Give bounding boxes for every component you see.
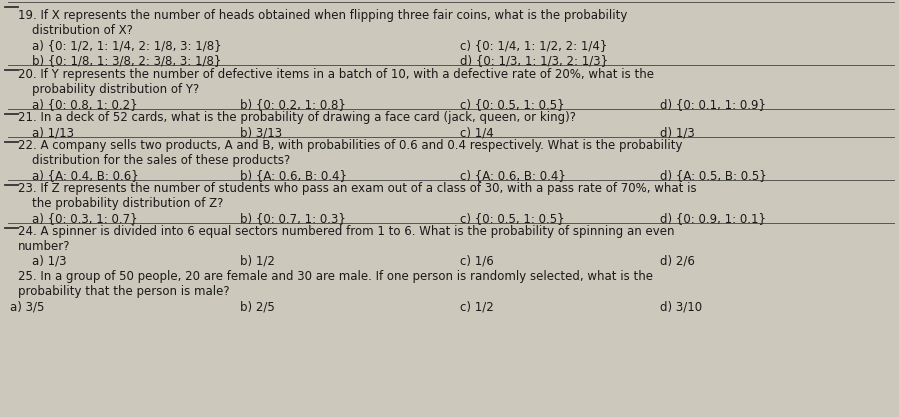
Text: 22. A company sells two products, A and B, with probabilities of 0.6 and 0.4 res: 22. A company sells two products, A and …	[18, 139, 682, 152]
Text: c) {0: 0.5, 1: 0.5}: c) {0: 0.5, 1: 0.5}	[460, 212, 565, 225]
Text: a) {0: 0.3, 1: 0.7}: a) {0: 0.3, 1: 0.7}	[32, 212, 138, 225]
Text: 21. In a deck of 52 cards, what is the probability of drawing a face card (jack,: 21. In a deck of 52 cards, what is the p…	[18, 111, 576, 124]
Text: b) 2/5: b) 2/5	[240, 300, 275, 313]
Text: d) 3/10: d) 3/10	[660, 300, 702, 313]
Text: probability that the person is male?: probability that the person is male?	[18, 285, 229, 298]
Text: 19. If X represents the number of heads obtained when flipping three fair coins,: 19. If X represents the number of heads …	[18, 9, 628, 22]
Text: 24. A spinner is divided into 6 equal sectors numbered from 1 to 6. What is the : 24. A spinner is divided into 6 equal se…	[18, 225, 674, 238]
Text: b) 1/2: b) 1/2	[240, 255, 275, 268]
Text: a) {0: 0.8, 1: 0.2}: a) {0: 0.8, 1: 0.2}	[32, 98, 138, 111]
Text: d) 1/3: d) 1/3	[660, 126, 695, 139]
Text: 23. If Z represents the number of students who pass an exam out of a class of 30: 23. If Z represents the number of studen…	[18, 182, 697, 195]
Text: c) {0: 0.5, 1: 0.5}: c) {0: 0.5, 1: 0.5}	[460, 98, 565, 111]
Text: a) 1/13: a) 1/13	[32, 126, 74, 139]
Text: a) 1/3: a) 1/3	[32, 255, 67, 268]
Text: b) {0: 0.2, 1: 0.8}: b) {0: 0.2, 1: 0.8}	[240, 98, 346, 111]
Text: the probability distribution of Z?: the probability distribution of Z?	[32, 197, 223, 210]
Text: d) {A: 0.5, B: 0.5}: d) {A: 0.5, B: 0.5}	[660, 169, 767, 182]
Text: d) 2/6: d) 2/6	[660, 255, 695, 268]
Text: c) {A: 0.6, B: 0.4}: c) {A: 0.6, B: 0.4}	[460, 169, 565, 182]
Text: 25. In a group of 50 people, 20 are female and 30 are male. If one person is ran: 25. In a group of 50 people, 20 are fema…	[18, 270, 653, 283]
Text: distribution of X?: distribution of X?	[32, 24, 133, 37]
Text: c) 1/6: c) 1/6	[460, 255, 494, 268]
Text: distribution for the sales of these products?: distribution for the sales of these prod…	[32, 154, 290, 167]
Text: probability distribution of Y?: probability distribution of Y?	[32, 83, 200, 96]
Text: a) {A: 0.4, B: 0.6}: a) {A: 0.4, B: 0.6}	[32, 169, 138, 182]
Text: b) {A: 0.6, B: 0.4}: b) {A: 0.6, B: 0.4}	[240, 169, 347, 182]
Text: number?: number?	[18, 240, 70, 253]
Text: d) {0: 0.9, 1: 0.1}: d) {0: 0.9, 1: 0.1}	[660, 212, 766, 225]
Text: a) {0: 1/2, 1: 1/4, 2: 1/8, 3: 1/8}: a) {0: 1/2, 1: 1/4, 2: 1/8, 3: 1/8}	[32, 39, 222, 52]
Text: a) 3/5: a) 3/5	[10, 300, 44, 313]
Text: c) {0: 1/4, 1: 1/2, 2: 1/4}: c) {0: 1/4, 1: 1/2, 2: 1/4}	[460, 39, 608, 52]
Text: c) 1/4: c) 1/4	[460, 126, 494, 139]
Text: b) {0: 0.7, 1: 0.3}: b) {0: 0.7, 1: 0.3}	[240, 212, 346, 225]
Text: b) {0: 1/8, 1: 3/8, 2: 3/8, 3: 1/8}: b) {0: 1/8, 1: 3/8, 2: 3/8, 3: 1/8}	[32, 54, 221, 67]
Text: b) 3/13: b) 3/13	[240, 126, 282, 139]
Text: c) 1/2: c) 1/2	[460, 300, 494, 313]
Text: d) {0: 0.1, 1: 0.9}: d) {0: 0.1, 1: 0.9}	[660, 98, 766, 111]
Text: d) {0: 1/3, 1: 1/3, 2: 1/3}: d) {0: 1/3, 1: 1/3, 2: 1/3}	[460, 54, 608, 67]
Text: 20. If Y represents the number of defective items in a batch of 10, with a defec: 20. If Y represents the number of defect…	[18, 68, 654, 81]
